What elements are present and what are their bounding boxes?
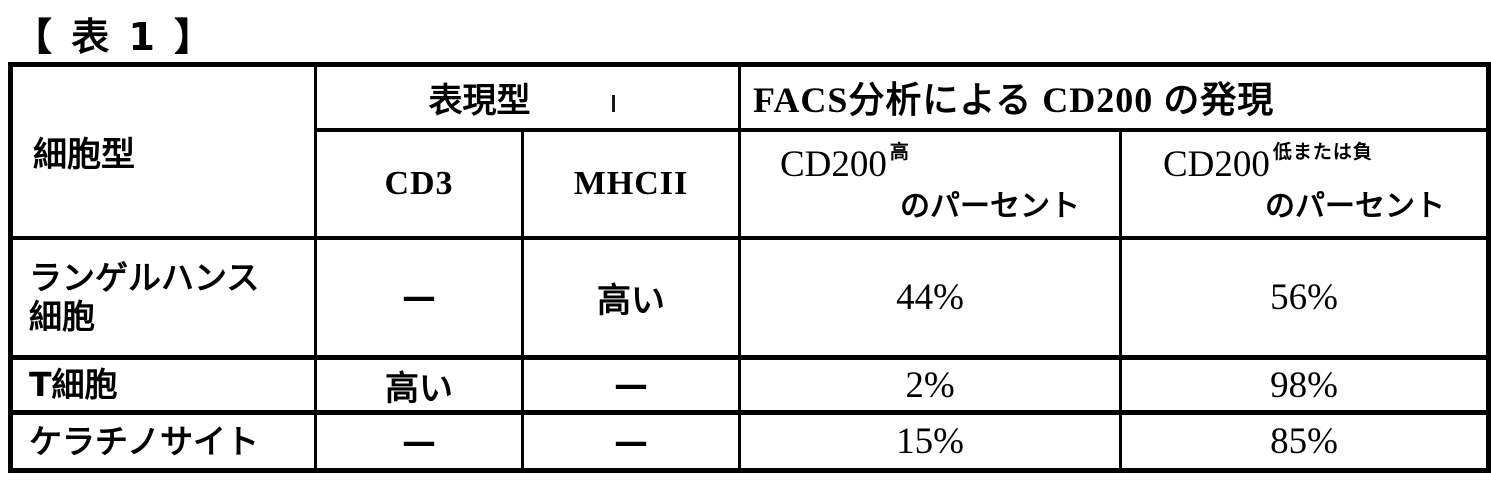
row-label-langerhans: ランゲルハンス細胞	[9, 236, 317, 360]
header-sub-row: CD3 MHCII CD200 高 のパーセント CD200 低または負 のパーセン…	[11, 128, 1491, 240]
cd200-high-line2: のパーセント	[900, 189, 1080, 225]
row-label-keratinocyte-text: ケラチノサイト	[29, 421, 260, 461]
table-row-langerhans: ランゲルハンス細胞 — 高い 44% 56%	[9, 236, 1491, 360]
langerhans-cd200-low-pct: 56%	[1118, 236, 1491, 360]
cd200-low-line1: CD200 低または負	[1163, 141, 1445, 188]
tcell-mhcii-value: —	[521, 356, 741, 415]
keratinocyte-cd200-low-pct: 85%	[1118, 411, 1491, 472]
header-group-row: 細胞型 表現型 FACS分析による CD200 の発現	[9, 63, 1491, 240]
tcell-cd200-high-pct: 2%	[738, 356, 1122, 415]
cd200-high-superscript: 高	[889, 141, 910, 164]
cd200-high-line1: CD200 高	[780, 141, 1080, 188]
keratinocyte-cd3-value: —	[314, 411, 524, 472]
langerhans-cd200-high-pct: 44%	[738, 236, 1122, 360]
header-mhcii: MHCII	[521, 128, 741, 240]
table-caption: 【 表 1 】	[14, 15, 216, 59]
langerhans-mhcii-value: 高い	[521, 236, 741, 360]
header-group-facs: FACS分析による CD200 の発現	[737, 63, 1491, 132]
header-group-phenotype: 表現型	[314, 63, 741, 132]
row-label-keratinocyte: ケラチノサイト	[9, 411, 317, 472]
cd200-expression-table: 細胞型 表現型 FACS分析による CD200 の発現 CD3 MHCII CD…	[8, 62, 1491, 473]
cd200-low-superscript: 低または負	[1272, 141, 1373, 164]
header-cell-type: 細胞型	[9, 63, 317, 240]
scan-artifact	[612, 95, 615, 112]
header-cd200-low-neg: CD200 低または負 のパーセント	[1118, 128, 1491, 240]
table-row-keratinocyte: ケラチノサイト — — 15% 85%	[9, 411, 1491, 472]
header-cd3: CD3	[314, 128, 524, 240]
tcell-cd200-low-pct: 98%	[1118, 356, 1491, 415]
keratinocyte-cd200-high-pct: 15%	[738, 411, 1122, 472]
cd200-high-base: CD200	[780, 144, 887, 186]
row-label-tcell-text: T細胞	[29, 365, 118, 405]
table-row-tcell: T細胞 高い — 2% 98%	[9, 356, 1491, 415]
cd200-low-line2: のパーセント	[1265, 189, 1445, 225]
header-cd200-high: CD200 高 のパーセント	[738, 128, 1122, 240]
row-label-tcell: T細胞	[9, 356, 317, 415]
keratinocyte-mhcii-value: —	[521, 411, 741, 472]
header-group-phenotype-label: 表現型	[428, 80, 531, 121]
langerhans-cd3-value: —	[314, 236, 524, 360]
cd200-low-base: CD200	[1163, 144, 1270, 186]
tcell-cd3-value: 高い	[314, 356, 524, 415]
row-label-langerhans-text: ランゲルハンス細胞	[29, 257, 260, 337]
